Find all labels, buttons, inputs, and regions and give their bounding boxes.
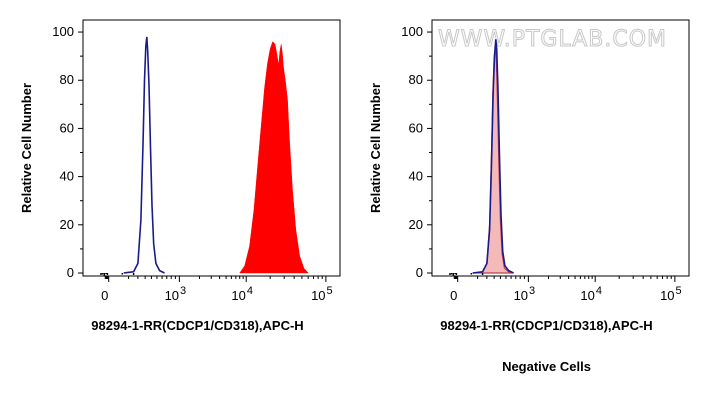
y-tick-label: 100: [401, 24, 423, 39]
x-tick-label: 103: [514, 285, 536, 303]
y-tick-label: 60: [60, 120, 74, 135]
plot-frame: [431, 19, 690, 277]
x-axis-title: 98294-1-RR(CDCP1/CD318),APC-H: [440, 318, 652, 333]
x-tick-exponent: 5: [676, 285, 682, 297]
x-axis-title: 98294-1-RR(CDCP1/CD318),APC-H: [91, 318, 303, 333]
histogram-outline-series: [123, 36, 165, 274]
x-tick-exponent: 3: [180, 285, 186, 297]
y-tick-label: 20: [409, 217, 423, 232]
x-tick-exponent: 4: [247, 285, 253, 297]
y-tick-label: 60: [409, 120, 423, 135]
x-tick-label: 103: [165, 285, 187, 303]
y-tick-label: 100: [52, 24, 74, 39]
y-tick-label: 20: [60, 217, 74, 232]
y-tick-label: 40: [409, 169, 423, 184]
watermark: WWW.PTGLAB.COM: [438, 27, 667, 52]
y-axis-title: Relative Cell Number: [368, 83, 383, 213]
y-tick-label: 80: [409, 72, 423, 87]
y-axis-title: Relative Cell Number: [19, 83, 34, 213]
histogram-filled-series: [239, 41, 309, 274]
histogram-panel-left: 0 20 40 60 80 100 0 103 104 105 Relative Cell Numb…: [19, 19, 341, 333]
histogram-outline-series: [472, 39, 514, 274]
plot-frame: [82, 19, 341, 277]
x-tick-exponent: 5: [327, 285, 333, 297]
x-tick-label: 104: [231, 285, 253, 303]
y-tick-label: 80: [60, 72, 74, 87]
x-tick-exponent: 3: [529, 285, 535, 297]
panel-caption: Negative Cells: [502, 359, 591, 374]
x-tick-label: 104: [580, 285, 602, 303]
x-tick-label: 0: [450, 288, 457, 303]
x-tick-label: 0: [101, 288, 108, 303]
histogram-panel-right: WWW.PTGLAB.COM 0 20 40 60 80 100 0 103 104 105 Rela…: [368, 19, 690, 374]
y-tick-label: 0: [416, 265, 423, 280]
y-tick-label: 0: [67, 265, 74, 280]
y-tick-label: 40: [60, 169, 74, 184]
x-tick-label: 105: [660, 285, 682, 303]
x-tick-label: 105: [311, 285, 333, 303]
x-tick-exponent: 4: [596, 285, 602, 297]
